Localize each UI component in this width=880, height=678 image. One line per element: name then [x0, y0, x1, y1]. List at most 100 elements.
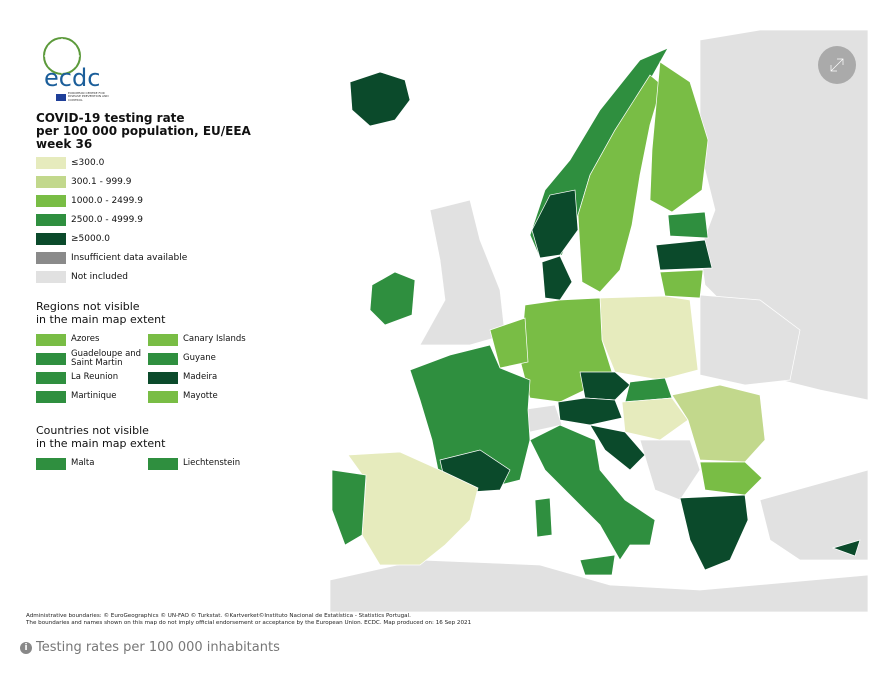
land-not-included [699, 294, 801, 386]
legend-label: Insufficient data available [71, 252, 188, 263]
bulgaria [699, 461, 763, 496]
legend-label: 300.1 - 999.9 [71, 176, 132, 187]
footer-line: The boundaries and names shown on this m… [26, 620, 472, 626]
legend-label: Liechtenstein [183, 458, 241, 468]
iceland [349, 71, 411, 127]
swatch [36, 175, 66, 188]
legend-label: Madeira [183, 372, 218, 382]
slovenia-croatia [589, 424, 646, 471]
info-icon: i [20, 641, 32, 654]
title-line: week 36 [36, 137, 93, 151]
legend-row: Canary Islands [148, 330, 260, 349]
logo-text: ecdc [44, 64, 100, 92]
legend-label: Canary Islands [183, 334, 246, 344]
benelux [489, 317, 529, 369]
subtitle-line: in the main map extent [36, 437, 166, 450]
sardinia [534, 497, 553, 538]
legend-row: Not included [36, 267, 266, 286]
denmark [541, 255, 573, 301]
legend-row: La Reunion [36, 368, 148, 387]
ireland [369, 271, 416, 326]
logo-mark: ecdc EUROPEAN CENTRE FOR DISEASE PREVENT… [43, 37, 109, 102]
land-not-included [759, 469, 869, 561]
legend-row: Guadeloupe and Saint Martin [36, 349, 148, 368]
sweden [577, 74, 663, 293]
poland [599, 295, 699, 381]
swatch [36, 390, 66, 403]
norway-south [531, 189, 579, 259]
finland [649, 61, 709, 213]
legend-row: Liechtenstein [148, 454, 260, 473]
logo-grid [44, 38, 80, 74]
greece [679, 494, 749, 571]
legend-label: ≥5000.0 [71, 233, 111, 244]
portugal [331, 469, 367, 546]
title-line: COVID-19 testing rate [36, 111, 185, 125]
caption: i Testing rates per 100 000 inhabitants [20, 640, 280, 655]
legend-label: Martinique [71, 391, 117, 401]
swatch [148, 390, 178, 403]
map [330, 30, 869, 612]
cyprus [831, 539, 861, 557]
swatch [36, 352, 66, 365]
austria [557, 397, 623, 426]
swatch [36, 457, 66, 470]
land-not-included [639, 439, 701, 501]
legend: COVID-19 testing rate per 100 000 populat… [36, 112, 266, 473]
legend-row: Madeira [148, 368, 260, 387]
hungary [621, 397, 689, 441]
countries-title: Countries not visible in the main map ext… [36, 424, 266, 450]
title-line: per 100 000 population, EU/EEA [36, 124, 251, 138]
legend-label: 2500.0 - 4999.9 [71, 214, 143, 225]
land-not-included [419, 199, 506, 346]
lithuania [659, 269, 704, 299]
legend-label: Not included [71, 271, 128, 282]
estonia [667, 211, 709, 239]
legend-row: 300.1 - 999.9 [36, 172, 266, 191]
footer: Administrative boundaries: © EuroGeograp… [26, 613, 471, 627]
regions-title: Regions not visible in the main map exten… [36, 300, 266, 326]
legend-label: ≤300.0 [71, 157, 105, 168]
legend-label: Malta [71, 458, 95, 468]
legend-label: Azores [71, 334, 100, 344]
legend-label: 1000.0 - 2499.9 [71, 195, 143, 206]
swatch [36, 213, 66, 226]
expand-button[interactable] [818, 46, 856, 84]
legend-row: Insufficient data available [36, 248, 266, 267]
swatch [36, 194, 66, 207]
logo: ecdc EUROPEAN CENTRE FOR DISEASE PREVENT… [38, 36, 118, 110]
swatch [36, 270, 66, 283]
legend-label: Guyane [183, 353, 216, 363]
legend-label: Guadeloupe and Saint Martin [71, 348, 142, 368]
legend-row: Mayotte [148, 387, 260, 406]
eu-flag [56, 94, 66, 101]
legend-row: Martinique [36, 387, 148, 406]
org-text: EUROPEAN CENTRE FOR DISEASE PREVENTION A… [68, 92, 109, 102]
subtitle-line: Countries not visible [36, 424, 149, 437]
footer-line: Administrative boundaries: © EuroGeograp… [26, 613, 411, 619]
swatch [36, 333, 66, 346]
swatch [36, 251, 66, 264]
romania [671, 384, 766, 463]
legend-row: Azores [36, 330, 148, 349]
legend-row: Guyane [148, 349, 260, 368]
countries-items: Malta Liechtenstein [36, 454, 266, 473]
swatch [36, 156, 66, 169]
legend-items: ≤300.0 300.1 - 999.9 1000.0 - 2499.9 2500.0… [36, 153, 266, 286]
legend-label: Mayotte [183, 391, 218, 401]
org-text-box: EUROPEAN CENTRE FOR DISEASE PREVENTION A… [68, 92, 109, 102]
legend-title: COVID-19 testing rate per 100 000 populat… [36, 112, 266, 151]
swatch [148, 457, 178, 470]
subtitle-line: Regions not visible [36, 300, 140, 313]
subtitle-line: in the main map extent [36, 313, 166, 326]
czechia [579, 371, 631, 401]
swatch [36, 232, 66, 245]
legend-row: Malta [36, 454, 148, 473]
swatch [36, 371, 66, 384]
swatch [148, 371, 178, 384]
legend-label: La Reunion [71, 372, 119, 382]
regions-items: Azores Canary Islands Guadeloupe and Saint… [36, 330, 266, 406]
swatch [148, 333, 178, 346]
legend-row: 1000.0 - 2499.9 [36, 191, 266, 210]
legend-row: ≥5000.0 [36, 229, 266, 248]
